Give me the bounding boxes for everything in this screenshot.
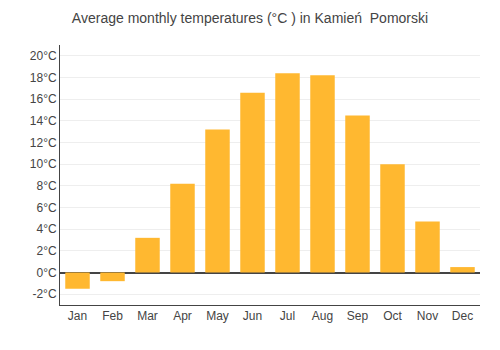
svg-text:16°C: 16°C <box>30 92 57 106</box>
svg-text:4°C: 4°C <box>36 222 56 236</box>
svg-text:Dec: Dec <box>452 309 473 323</box>
svg-text:10°C: 10°C <box>30 157 57 171</box>
svg-text:14°C: 14°C <box>30 114 57 128</box>
svg-text:Nov: Nov <box>417 309 438 323</box>
svg-text:Mar: Mar <box>137 309 158 323</box>
svg-text:8°C: 8°C <box>36 179 56 193</box>
svg-text:12°C: 12°C <box>30 136 57 150</box>
svg-text:May: May <box>206 309 229 323</box>
svg-text:18°C: 18°C <box>30 71 57 85</box>
svg-text:Jun: Jun <box>243 309 262 323</box>
svg-text:6°C: 6°C <box>36 201 56 215</box>
svg-text:20°C: 20°C <box>30 49 57 63</box>
svg-text:Feb: Feb <box>102 309 123 323</box>
svg-text:0°C: 0°C <box>36 266 56 280</box>
svg-text:Sep: Sep <box>347 309 369 323</box>
svg-text:Aug: Aug <box>312 309 333 323</box>
svg-text:Apr: Apr <box>173 309 192 323</box>
svg-text:-2°C: -2°C <box>32 287 56 301</box>
svg-text:Jan: Jan <box>68 309 87 323</box>
svg-text:Average monthly temperatures (: Average monthly temperatures (°C ) in Ka… <box>72 10 428 26</box>
svg-text:2°C: 2°C <box>36 244 56 258</box>
svg-text:Oct: Oct <box>383 309 402 323</box>
svg-text:Jul: Jul <box>280 309 295 323</box>
